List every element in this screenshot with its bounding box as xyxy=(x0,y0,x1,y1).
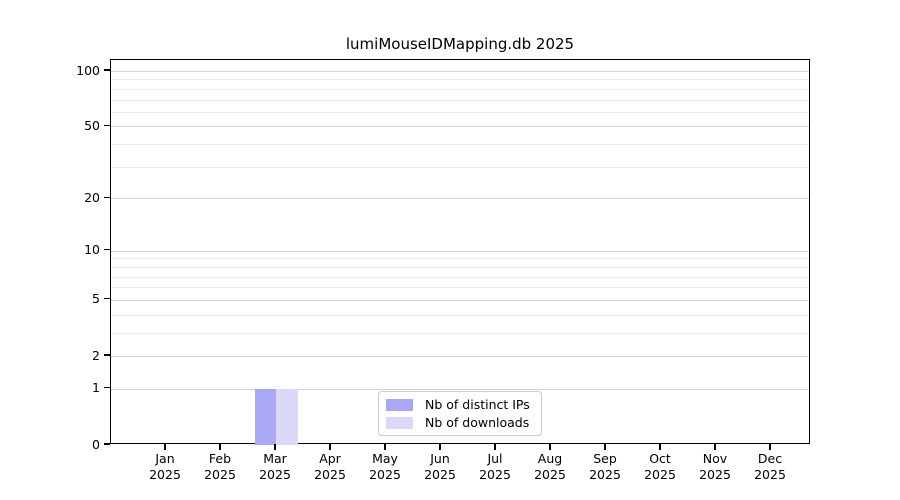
x-tick-dec xyxy=(769,444,771,450)
y-tick-label-2: 2 xyxy=(92,347,100,363)
y-gridline-major-2 xyxy=(111,356,809,357)
x-tick-label-may-2025: May 2025 xyxy=(369,451,401,482)
y-gridline-minor-9 xyxy=(111,258,809,260)
x-tick-may xyxy=(384,444,386,450)
x-tick-sep xyxy=(604,444,606,450)
x-tick-jan xyxy=(164,444,166,450)
x-tick-nov xyxy=(714,444,716,450)
y-tick-label-100: 100 xyxy=(76,62,100,78)
x-tick-label-aug-2025: Aug 2025 xyxy=(534,451,566,482)
legend-item-downloads: Nb of downloads xyxy=(386,415,533,431)
y-tick-20 xyxy=(104,196,110,198)
y-tick-label-10: 10 xyxy=(84,242,100,258)
legend-swatch-distinct-ips xyxy=(386,399,413,411)
bar-nb-of-downloads-mar xyxy=(276,388,298,445)
y-gridline-major-50 xyxy=(111,126,809,128)
y-gridline-minor-3 xyxy=(111,332,809,334)
y-tick-label-20: 20 xyxy=(84,189,100,205)
chart-title: lumiMouseIDMapping.db 2025 xyxy=(345,35,575,53)
y-gridline-minor-4 xyxy=(111,314,809,316)
y-gridline-major-5 xyxy=(111,299,809,301)
y-tick-10 xyxy=(104,249,110,251)
y-gridline-minor-60 xyxy=(111,111,809,113)
x-tick-label-mar-2025: Mar 2025 xyxy=(259,451,291,482)
y-tick-label-0: 0 xyxy=(92,436,100,452)
y-gridline-major-100 xyxy=(111,71,809,72)
x-tick-label-jul-2025: Jul 2025 xyxy=(479,451,511,482)
x-tick-feb xyxy=(219,444,221,450)
x-tick-aug xyxy=(549,444,551,450)
y-tick-1 xyxy=(104,387,110,389)
legend-label-downloads: Nb of downloads xyxy=(425,415,530,430)
y-tick-100 xyxy=(104,69,110,71)
y-gridline-major-1 xyxy=(111,388,809,390)
legend-swatch-downloads xyxy=(386,417,413,429)
y-tick-label-1: 1 xyxy=(92,380,100,396)
y-gridline-minor-80 xyxy=(111,88,809,90)
y-gridline-major-10 xyxy=(111,250,809,252)
y-tick-label-5: 5 xyxy=(92,291,100,307)
x-tick-label-jan-2025: Jan 2025 xyxy=(149,451,181,482)
y-tick-2 xyxy=(104,354,110,356)
x-tick-apr xyxy=(329,444,331,450)
y-tick-50 xyxy=(104,124,110,127)
x-tick-jul xyxy=(494,444,496,450)
plot-area: Nb of distinct IPs Nb of downloads xyxy=(110,59,810,445)
y-gridline-minor-40 xyxy=(111,144,809,146)
x-tick-label-oct-2025: Oct 2025 xyxy=(644,451,676,482)
y-gridline-major-20 xyxy=(111,198,809,200)
x-tick-label-sep-2025: Sep 2025 xyxy=(589,451,621,482)
x-tick-jun xyxy=(439,444,441,450)
y-gridline-minor-90 xyxy=(111,79,809,81)
x-tick-label-nov-2025: Nov 2025 xyxy=(699,451,731,482)
x-tick-mar xyxy=(274,444,276,450)
y-gridline-minor-6 xyxy=(111,287,809,289)
x-tick-label-feb-2025: Feb 2025 xyxy=(204,451,236,482)
legend-item-distinct-ips: Nb of distinct IPs xyxy=(386,397,533,413)
y-tick-0 xyxy=(104,443,110,445)
y-tick-5 xyxy=(104,298,110,300)
x-tick-label-apr-2025: Apr 2025 xyxy=(314,451,346,482)
x-tick-oct xyxy=(659,444,661,450)
y-tick-label-50: 50 xyxy=(84,117,100,133)
x-tick-label-jun-2025: Jun 2025 xyxy=(424,451,456,482)
y-gridline-minor-30 xyxy=(111,166,809,168)
y-gridline-minor-70 xyxy=(111,99,809,101)
x-tick-label-dec-2025: Dec 2025 xyxy=(754,451,786,482)
legend: Nb of distinct IPs Nb of downloads xyxy=(378,391,542,436)
y-gridline-minor-7 xyxy=(111,276,809,278)
y-gridline-minor-8 xyxy=(111,266,809,268)
legend-label-distinct-ips: Nb of distinct IPs xyxy=(425,397,530,412)
bar-nb-of-distinct-ips-mar xyxy=(254,388,276,445)
